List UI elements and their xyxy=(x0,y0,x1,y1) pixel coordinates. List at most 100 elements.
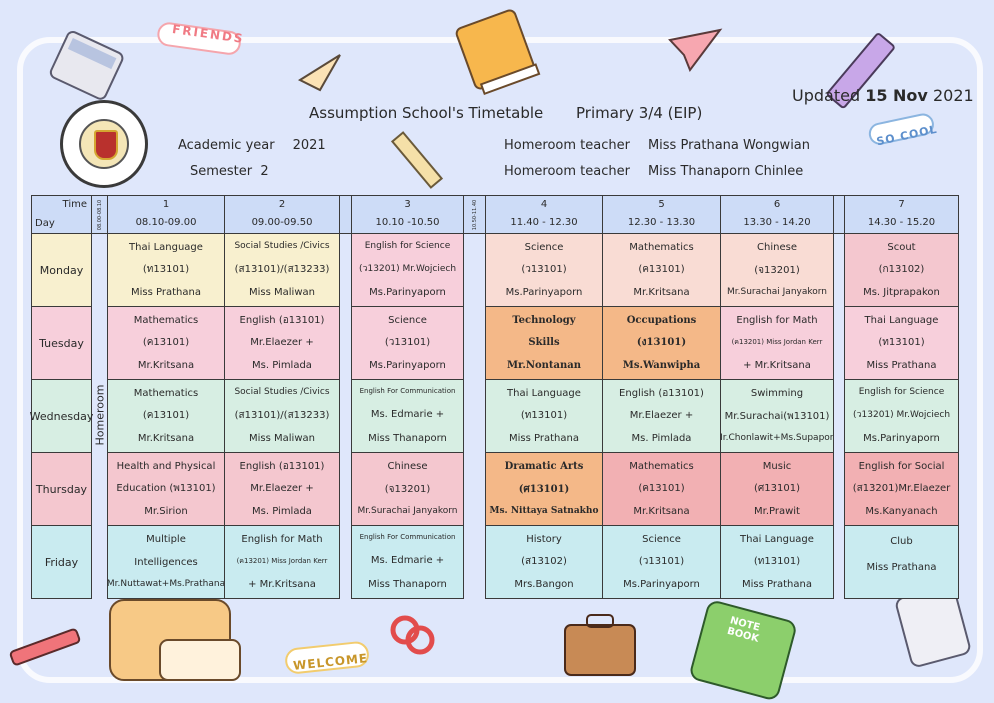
gap-header xyxy=(834,196,845,234)
subject-code: Mr.Elaezer + xyxy=(629,410,694,422)
class-cell: Mathematics (ค13101) Mr.Kritsana xyxy=(108,380,225,453)
gap-column xyxy=(464,234,486,599)
subject-code: (จ13201) xyxy=(384,484,431,496)
day-friday: Friday xyxy=(32,526,92,599)
homeroom-time-header: 08.00-08.10 xyxy=(92,196,108,234)
day-tuesday: Tuesday xyxy=(32,307,92,380)
teacher-name: + Mr.Kritsana xyxy=(743,359,811,371)
class-cell: Dramatic Arts (ศ13101) Ms. Nittaya Satnakh… xyxy=(486,453,603,526)
teacher-name: Miss Prathana xyxy=(509,433,579,445)
day-monday: Monday xyxy=(32,234,92,307)
subject-code: (ค13201) Miss Jordan Kerr xyxy=(236,557,328,566)
subject-code: (ค13101) xyxy=(142,337,190,349)
subject-code: Mr.Elaezer + xyxy=(250,337,314,349)
subject-name: Science xyxy=(642,533,681,545)
subject-code: (ว13101) xyxy=(384,337,431,349)
subject-name: English (อ13101) xyxy=(239,460,325,472)
subject-code: (ว13201) Mr.Wojciech xyxy=(358,263,457,274)
subject-code: Miss Prathana xyxy=(866,561,937,573)
subject-code: Ms. Edmarie + xyxy=(370,408,445,420)
subject-name: Chinese xyxy=(387,461,428,473)
subject-name: English for Science xyxy=(858,387,945,398)
subject-name: English (อ13101) xyxy=(239,314,325,326)
bag-icon xyxy=(564,614,636,676)
period-number: 1 xyxy=(162,199,170,210)
subject-name: Thai Language xyxy=(740,533,814,545)
teacher-name: Mr.Kritsana xyxy=(137,433,195,445)
class-cell: Thai Language (ท13101) Miss Prathana xyxy=(486,380,603,453)
subject-name: Club xyxy=(890,535,913,547)
subject-name: History xyxy=(526,533,562,545)
teacher-name: Mr.Kritsana xyxy=(633,506,690,518)
academic-year: Academic year 2021 xyxy=(178,138,326,153)
class-cell: English for Science (ว13201) Mr.Wojciech M… xyxy=(352,234,464,307)
teacher-name: Ms.Parinyaporn xyxy=(505,287,583,299)
subject-code: (ศ13101) xyxy=(754,483,800,495)
period-time: 11.40 - 12.30 xyxy=(510,217,578,228)
notebook-icon xyxy=(690,601,796,700)
subject-name: Thai Language xyxy=(129,241,203,253)
teacher-name: Mr.Chonlawit+Ms.Supaporn xyxy=(721,433,834,444)
teacher-name: Miss Thanaporn xyxy=(368,432,447,444)
gap-header: 10.50-11.40 xyxy=(464,196,486,234)
paper-plane-icon xyxy=(297,54,341,92)
subject-name: Chinese xyxy=(757,242,797,254)
teacher-name: Ms.Parinyaporn xyxy=(369,286,446,298)
teacher-name: + Mr.Kritsana xyxy=(248,578,316,590)
paper-plane-icon xyxy=(668,28,723,73)
period-time: 12.30 - 13.30 xyxy=(627,217,696,228)
teacher-name: Miss Maliwan xyxy=(249,432,315,444)
class-level: Primary 3/4 (EIP) xyxy=(576,104,703,122)
period-header-5: 5 12.30 - 13.30 xyxy=(603,196,721,234)
teacher-name: Ms. Pimlada xyxy=(631,433,692,445)
subject-name: Music xyxy=(762,460,792,472)
class-cell: Chinese (จ13201) Mr.Surachai Janyakorn xyxy=(352,453,464,526)
class-cell: Thai Language (ท13101) Miss Prathana xyxy=(108,234,225,307)
class-cell: Science (ว13101) Ms.Parinyaporn xyxy=(603,526,721,599)
subject-name: Thai Language xyxy=(864,314,939,326)
gap-column xyxy=(834,234,845,599)
class-cell: Technology Skills Mr.Nontanan xyxy=(486,307,603,380)
subject-code: Mr.Surachai(พ13101) xyxy=(724,411,830,423)
teacher-name: Ms. Pimlada xyxy=(252,360,312,372)
subject-code: (ท13101) xyxy=(520,410,568,422)
period-time: 13.30 - 14.20 xyxy=(743,217,811,228)
subject-name: Mathematics xyxy=(629,241,694,253)
friends-badge xyxy=(157,22,241,55)
subject-name: Social Studies /Civics xyxy=(234,241,330,252)
gap-header xyxy=(340,196,352,234)
class-cell: English for Math (ค13201) Miss Jordan Ker… xyxy=(225,526,340,599)
homeroom-teacher-2: Homeroom teacher Miss Thanaporn Chinlee xyxy=(504,164,804,179)
class-cell: English (อ13101) Mr.Elaezer + Ms. Pimlada xyxy=(225,307,340,380)
time-day-header: Time Day xyxy=(32,196,92,234)
updated-date: Updated 15 Nov 2021 xyxy=(792,86,974,105)
subject-code: Mr.Elaezer + xyxy=(250,483,314,495)
pencil-icon xyxy=(390,131,444,189)
subject-code: (ค13201) Miss Jordan Kerr xyxy=(731,338,823,347)
timetable-grid: Time Day 08.00-08.10 Homeroom 10.50-11.40 1 08… xyxy=(30,195,959,599)
teacher-name: Mr.Nontanan xyxy=(506,360,582,372)
calculator-icon xyxy=(49,30,124,100)
subject-code: (ว13201) Mr.Wojciech xyxy=(852,409,951,420)
class-cell: Chinese (จ13201) Mr.Surachai Janyakorn xyxy=(721,234,834,307)
teacher-name: Miss Prathana xyxy=(866,360,937,372)
subject-name: Multiple xyxy=(146,534,186,546)
subject-code: (ค13101) xyxy=(638,483,685,495)
subject-code: (ท13101) xyxy=(878,337,925,349)
subject-name: Occupations xyxy=(626,314,697,326)
subject-code: (ท13101) xyxy=(142,264,190,276)
subject-name: Technology xyxy=(512,314,576,326)
subject-code: Skills xyxy=(528,337,560,349)
class-cell: Mathematics (ค13101) Mr.Kritsana xyxy=(108,307,225,380)
period-header-1: 1 08.10-09.00 xyxy=(108,196,225,234)
subject-name: English for Math xyxy=(241,534,323,546)
class-cell: English (อ13101) Mr.Elaezer + Ms. Pimlada xyxy=(603,380,721,453)
teacher-name: Ms.Wanwipha xyxy=(622,360,701,372)
class-cell: Multiple Intelligences Mr.Nuttawat+Ms.Prat… xyxy=(108,526,225,599)
teacher-name: Mr.Kritsana xyxy=(633,287,690,299)
subject-code: (ก13102) xyxy=(878,264,925,276)
class-cell: English for Math (ค13201) Miss Jordan Ker… xyxy=(721,307,834,380)
class-cell: Swimming Mr.Surachai(พ13101) Mr.Chonlawit+… xyxy=(721,380,834,453)
logo-seal xyxy=(79,119,129,169)
subject-code: (ค13101) xyxy=(638,264,685,276)
